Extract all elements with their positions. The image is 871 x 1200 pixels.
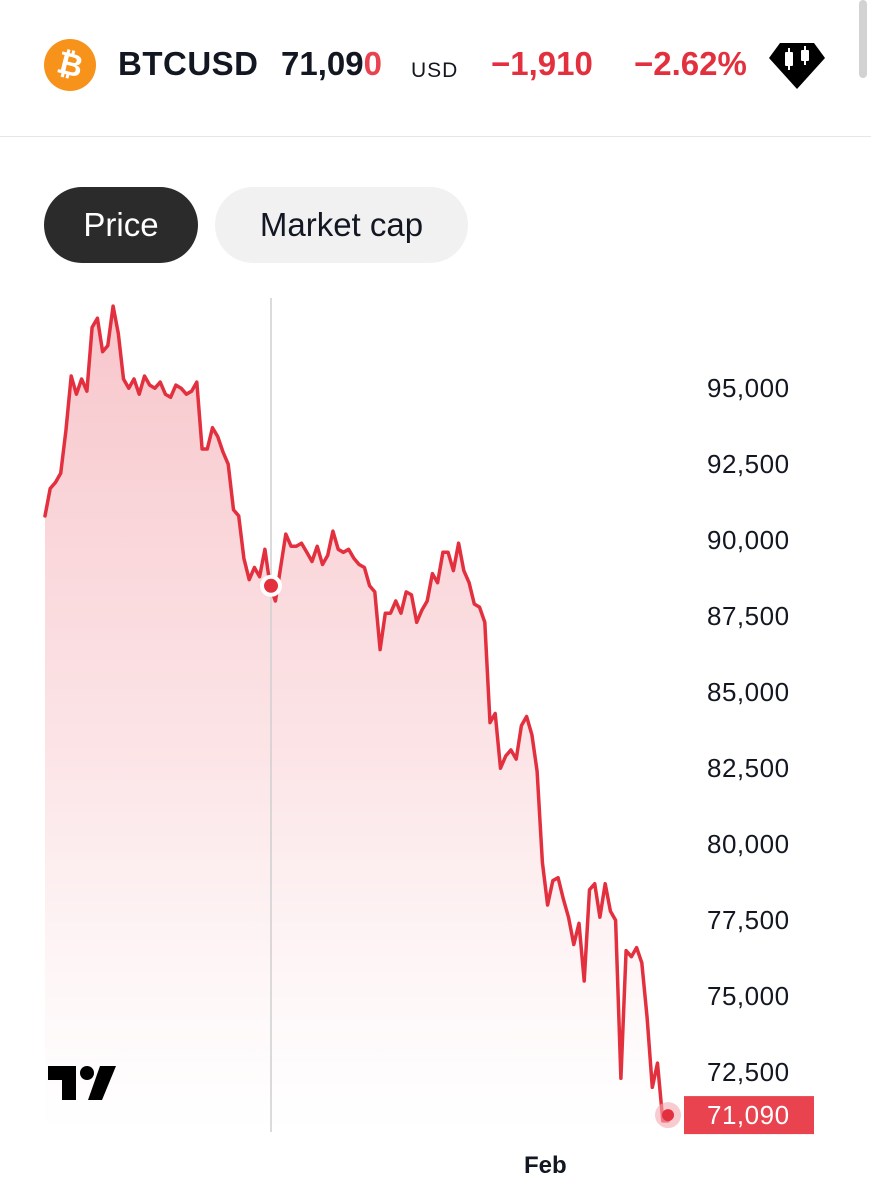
tab-market-cap[interactable]: Market cap bbox=[215, 187, 468, 263]
price-chart[interactable]: 95,000 92,500 90,000 87,500 85,000 82,500 80,0… bbox=[0, 290, 871, 1150]
price-change-percent-clip: −2.62% bbox=[634, 40, 746, 90]
price-line bbox=[43, 304, 670, 1123]
candlestick-badge-icon[interactable] bbox=[766, 40, 828, 92]
bitcoin-icon: ₿ bbox=[44, 39, 96, 91]
y-tick-label: 85,000 bbox=[707, 677, 790, 707]
y-tick-label: 82,500 bbox=[707, 753, 790, 783]
y-tick-label: 90,000 bbox=[707, 525, 790, 555]
y-tick-label: 92,500 bbox=[707, 449, 790, 479]
y-tick-label: 77,500 bbox=[707, 905, 790, 935]
last-price-tick: 0 bbox=[363, 45, 382, 82]
last-price-label-box bbox=[684, 1096, 814, 1135]
y-axis-ticks: 95,000 92,500 90,000 87,500 85,000 82,500 80,0… bbox=[707, 373, 790, 1087]
crosshair-marker bbox=[260, 574, 282, 597]
last-price: 71,090 bbox=[281, 45, 382, 83]
price-area-fill bbox=[45, 306, 668, 1131]
symbol-header: ₿ BTCUSD 71,090 USD −1,910 −2.62% bbox=[0, 0, 871, 137]
tab-price[interactable]: Price bbox=[44, 187, 198, 263]
price-change-percent: −2.62% bbox=[634, 45, 746, 82]
y-tick-label: 87,500 bbox=[707, 601, 790, 631]
last-price-marker bbox=[662, 1109, 674, 1122]
y-tick-label: 80,000 bbox=[707, 829, 790, 859]
last-price-main: 71,09 bbox=[281, 45, 364, 82]
last-price-label: 71,090 bbox=[707, 1100, 790, 1130]
currency-label: USD bbox=[411, 59, 459, 82]
price-change: −1,910 bbox=[491, 45, 593, 82]
bitcoin-glyph: ₿ bbox=[53, 44, 87, 85]
y-tick-label: 75,000 bbox=[707, 981, 790, 1011]
y-tick-label: 95,000 bbox=[707, 373, 790, 403]
tradingview-logo-icon[interactable] bbox=[48, 1066, 116, 1105]
x-axis-label-feb: Feb bbox=[524, 1152, 567, 1179]
symbol-name[interactable]: BTCUSD bbox=[118, 45, 259, 82]
y-tick-label: 72,500 bbox=[707, 1057, 790, 1087]
scrollbar[interactable] bbox=[859, 0, 867, 78]
